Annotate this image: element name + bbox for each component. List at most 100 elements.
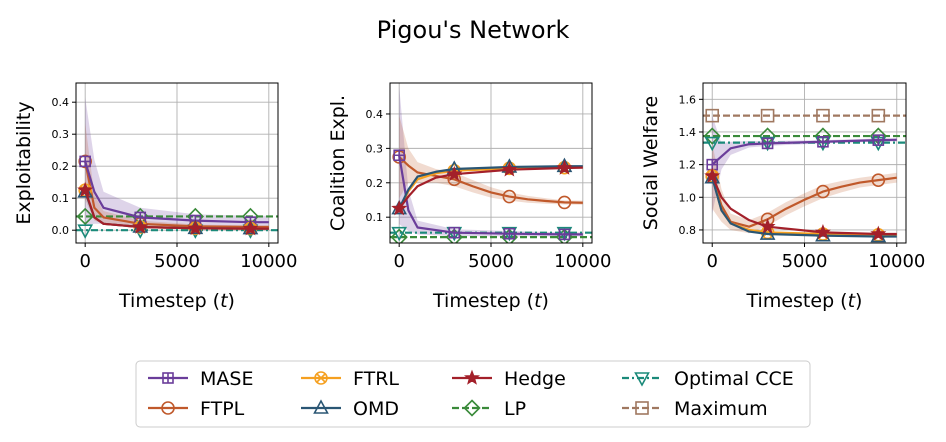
line-ftpl [398,156,583,204]
legend-marker-optimal-cce [634,372,650,387]
band-mase [85,97,269,229]
x-tick-label: 10000 [868,251,925,272]
marker-hedge [77,181,94,197]
marker-hedge [446,165,463,181]
subplot-exploitability: 0 5000 10000 0.0 0.1 0.2 0.3 0.4 Timestep (t) Exp… [13,82,297,312]
y-tick-label: 0.2 [366,177,384,190]
legend-label: OMD [353,398,399,420]
band-ftpl [399,115,583,205]
y-axis-label: Social Welfare [640,96,662,230]
y-tick-label: 0.4 [366,108,384,121]
series-hedge [77,181,269,236]
legend-item-ftpl: FTPL [148,398,245,420]
marker-hedge [759,218,776,234]
y-tick-label: 1.6 [679,93,697,106]
x-tick-label: 0 [393,251,404,272]
marker-mase [448,226,461,239]
band-mase [399,86,583,237]
legend-label: Hedge [504,368,566,390]
legend-marker-omd [313,399,329,414]
y-tick-label: 0.1 [366,211,384,224]
plot-area [76,97,278,239]
line-hedge [711,175,897,236]
legend-item-mase: MASE [148,368,253,390]
legend-item-lp: LP [452,398,526,420]
marker-hedge [187,219,204,236]
legend-label: Optimal CCE [674,368,794,390]
legend-marker-maximum [635,401,649,415]
marker-lp [76,207,94,226]
y-tick-label: 1.4 [679,126,697,139]
line-ftpl [711,175,897,228]
marker-hedge [242,220,259,236]
series-hedge [391,159,583,216]
marker-hedge [132,218,149,234]
x-tick-label: 10000 [554,251,611,272]
marker-ftpl [557,195,572,210]
plot-area [390,86,592,243]
marker-mase [872,134,885,146]
marker-maximum [871,108,886,123]
marker-hedge [814,224,831,240]
subplot-social-welfare: 0 5000 10000 0.8 1.0 1.2 1.4 1.6 Timestep (t) Soc… [640,82,925,312]
y-axis-label: Coalition Expl. [327,95,349,231]
marker-hedge [704,167,721,183]
marker-ftpl [78,154,92,169]
marker-mase [393,149,405,162]
x-tick-label: 5000 [782,251,828,272]
legend-item-ftrl: FTRL [301,368,399,390]
marker-optimal-cce [391,226,408,242]
x-axis-label: Timestep (t) [432,290,549,312]
x-axis-label: Timestep (t) [746,290,863,312]
legend-marker-lp [463,399,481,417]
marker-mase [817,135,829,148]
series-maximum [703,108,906,123]
legend-marker-ftpl [161,401,175,415]
legend-item-hedge: Hedge [452,368,566,390]
line-hedge [398,166,583,210]
marker-lp [390,228,408,243]
line-omd [711,177,897,238]
y-tick-label: 0.1 [52,192,70,205]
legend-label: FTPL [200,398,245,420]
legend-label: LP [504,398,526,420]
subplot-panels: 0 5000 10000 0.0 0.1 0.2 0.3 0.4 Timestep (t) Exp… [13,82,925,312]
marker-maximum [760,108,775,123]
legend-label: MASE [200,368,253,390]
y-tick-label: 1.2 [679,159,697,172]
marker-ftpl [502,189,517,204]
x-tick-label: 0 [79,251,90,272]
x-tick-label: 5000 [154,251,200,272]
marker-maximum [705,108,720,123]
y-tick-label: 0.8 [679,224,697,237]
legend-label: FTRL [353,368,399,390]
series-hedge [704,167,897,241]
y-tick-label: 0.4 [52,96,70,109]
y-tick-label: 0.3 [52,128,70,141]
marker-hedge [556,159,573,175]
series-mase [393,149,583,241]
legend-item-omd: OMD [301,398,399,420]
marker-ftpl [816,184,830,199]
x-tick-label: 0 [707,251,718,272]
legend-marker-ftrl [314,371,328,385]
x-tick-label: 10000 [240,251,297,272]
legend: MASE FTPL FTRL OMD Hedge LP Optimal CCE Maximum [135,360,811,428]
y-tick-label: 1.0 [679,191,697,204]
line-omd [398,165,583,210]
legend-item-maximum: Maximum [622,398,768,420]
legend-item-optimal-cce: Optimal CCE [622,368,794,390]
legend-marker-mase [162,372,174,384]
legend-marker-hedge [464,369,480,385]
marker-ftpl [871,173,886,187]
marker-mase [503,227,516,240]
x-tick-label: 5000 [468,251,514,272]
x-axis-label: Timestep (t) [118,290,235,312]
legend-label: Maximum [674,398,768,420]
subplot-coalition-expl-: 0 5000 10000 0.1 0.2 0.3 0.4 Timestep (t) Coalit… [327,82,611,312]
plot-area [703,108,906,243]
y-axis-label: Exploitability [13,101,35,224]
y-tick-label: 0.0 [52,224,70,237]
marker-mase [79,155,91,168]
